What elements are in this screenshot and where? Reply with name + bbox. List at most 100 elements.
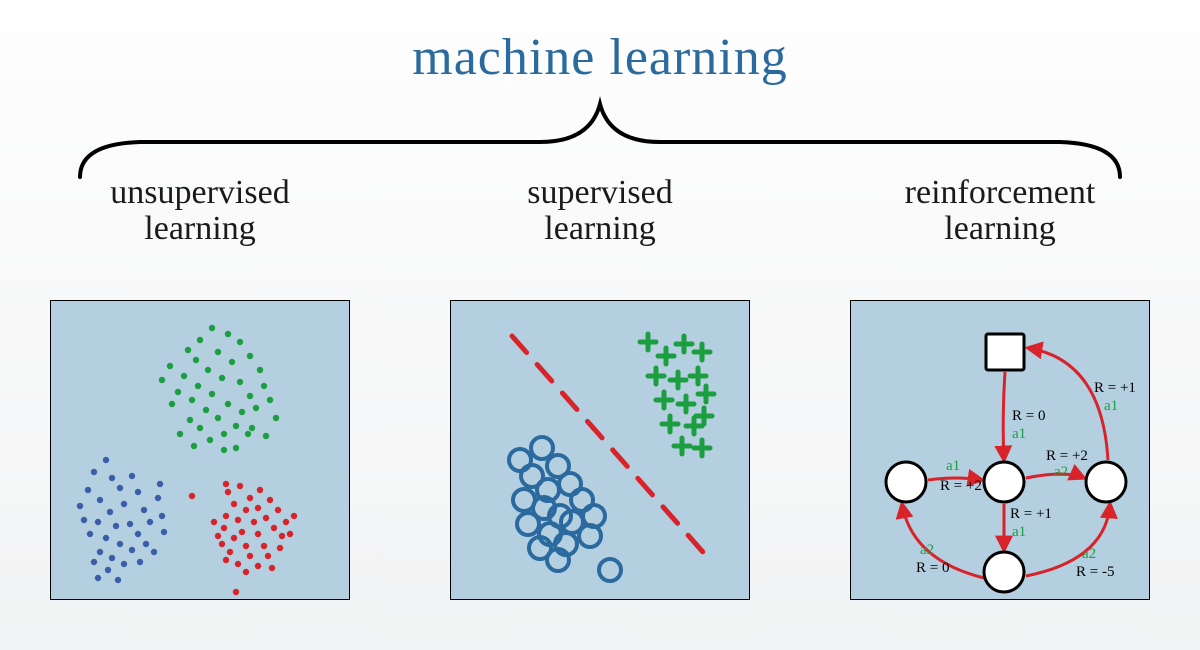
cluster-dot xyxy=(251,519,257,525)
reward-label: R = +2 xyxy=(1046,448,1088,464)
action-label: a1 xyxy=(946,458,960,474)
cluster-dot xyxy=(187,417,193,423)
branch-line1: reinforcement xyxy=(905,174,1096,211)
cluster-dot xyxy=(195,383,201,389)
cluster-dot xyxy=(103,457,109,463)
panel-supervised xyxy=(450,300,750,600)
cluster-dot xyxy=(167,363,173,369)
cluster-dot xyxy=(239,529,245,535)
cluster-dot xyxy=(193,357,199,363)
action-label: a2 xyxy=(1082,546,1096,562)
cluster-dot xyxy=(135,531,141,537)
cluster-dot xyxy=(233,423,239,429)
state-node xyxy=(984,552,1024,592)
cluster-dot xyxy=(169,401,175,407)
cluster-dot xyxy=(257,487,263,493)
cluster-dot xyxy=(249,425,255,431)
cluster-dot xyxy=(235,517,241,523)
panel-reinforcement: R = 0a1R = +2a2R = +1a1a1R = +2R = +1a1a… xyxy=(850,300,1150,600)
cluster-dot xyxy=(235,561,241,567)
cluster-dot xyxy=(109,475,115,481)
cluster-dot xyxy=(107,509,113,515)
cluster-dot xyxy=(113,523,119,529)
cluster-dot xyxy=(115,577,121,583)
cluster-dot xyxy=(215,533,221,539)
cluster-dot xyxy=(225,331,231,337)
branch-line2: learning xyxy=(544,210,655,247)
state-node xyxy=(886,462,926,502)
cluster-dot xyxy=(221,447,227,453)
cluster-dot xyxy=(189,493,195,499)
cluster-dot xyxy=(243,569,249,575)
cluster-dot xyxy=(223,513,229,519)
cluster-dot xyxy=(263,515,269,521)
cluster-dot xyxy=(143,541,149,547)
branch-label-unsupervised: unsupervised learning xyxy=(20,175,380,246)
cluster-dot xyxy=(209,391,215,397)
cluster-dot xyxy=(219,375,225,381)
cluster-dot xyxy=(95,575,101,581)
cluster-dot xyxy=(97,497,103,503)
cluster-dot xyxy=(243,543,249,549)
cluster-dot xyxy=(147,519,153,525)
cluster-dot xyxy=(189,397,195,403)
cluster-dot xyxy=(197,337,203,343)
cluster-dot xyxy=(239,409,245,415)
action-label: a1 xyxy=(1012,524,1026,540)
cluster-dot xyxy=(157,481,163,487)
cluster-dot xyxy=(181,373,187,379)
cluster-dot xyxy=(273,415,279,421)
branch-label-supervised: supervised learning xyxy=(420,175,780,246)
cluster-dot xyxy=(255,531,261,537)
cluster-dot xyxy=(161,529,167,535)
cluster-dot xyxy=(255,563,261,569)
cluster-dot xyxy=(205,367,211,373)
cluster-dot xyxy=(209,325,215,331)
cluster-dot xyxy=(263,433,269,439)
cluster-dot xyxy=(129,473,135,479)
cluster-dot xyxy=(197,425,203,431)
reward-label: R = 0 xyxy=(1012,408,1045,424)
reward-label: R = -5 xyxy=(1076,564,1114,580)
cluster-dot xyxy=(137,559,143,565)
cluster-dot xyxy=(215,415,221,421)
cluster-dot xyxy=(141,507,147,513)
cluster-dot xyxy=(203,407,209,413)
cluster-dot xyxy=(227,549,233,555)
state-edge xyxy=(1003,372,1005,460)
cluster-dot xyxy=(221,431,227,437)
cluster-dot xyxy=(103,535,109,541)
cluster-dot xyxy=(247,393,253,399)
cluster-dot xyxy=(231,501,237,507)
cluster-dot xyxy=(287,531,293,537)
cluster-dot xyxy=(265,553,271,559)
cluster-dot xyxy=(121,501,127,507)
cluster-dot xyxy=(97,549,103,555)
state-node xyxy=(984,462,1024,502)
branch-line2: learning xyxy=(944,210,1055,247)
cluster-dot xyxy=(91,559,97,565)
cluster-dot xyxy=(191,443,197,449)
cluster-dot xyxy=(85,487,91,493)
action-label: a1 xyxy=(1104,398,1118,414)
main-title: machine learning xyxy=(412,28,788,87)
cluster-dot xyxy=(127,521,133,527)
reward-label: R = 0 xyxy=(916,560,949,576)
cluster-dot xyxy=(233,589,239,595)
cluster-dot xyxy=(87,531,93,537)
cluster-dot xyxy=(91,469,97,475)
cluster-dot xyxy=(261,543,267,549)
cluster-dot xyxy=(109,555,115,561)
cluster-dot xyxy=(231,535,237,541)
cluster-dot xyxy=(177,431,183,437)
cluster-dot xyxy=(219,541,225,547)
cluster-dot xyxy=(267,497,273,503)
cluster-dot xyxy=(81,517,87,523)
cluster-dot xyxy=(211,519,217,525)
cluster-dot xyxy=(151,549,157,555)
cluster-dot xyxy=(247,353,253,359)
cluster-dot xyxy=(271,525,277,531)
terminal-node xyxy=(986,334,1024,370)
branch-line1: supervised xyxy=(527,174,672,211)
cluster-dot xyxy=(223,557,229,563)
